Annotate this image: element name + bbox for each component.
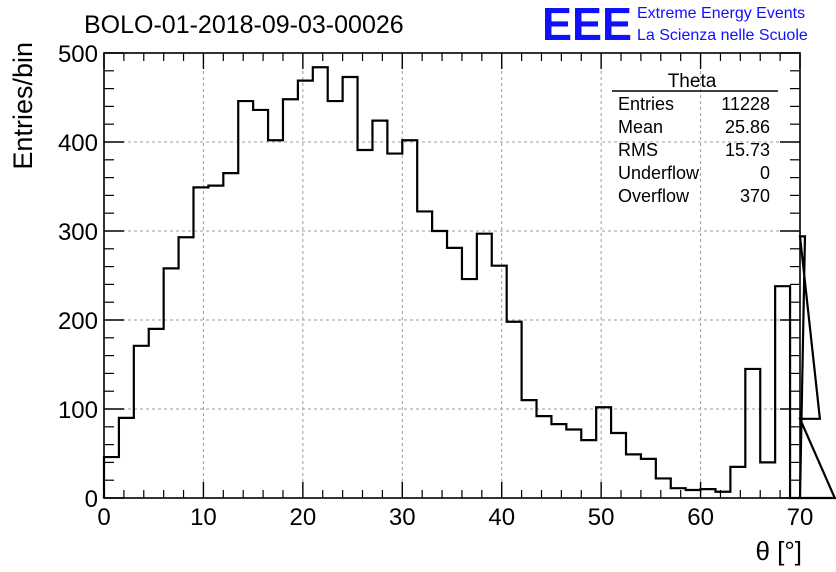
x-tick-label: 40 xyxy=(488,504,515,531)
y-tick-label: 200 xyxy=(58,308,98,335)
y-tick-label: 300 xyxy=(58,219,98,246)
stats-label: RMS xyxy=(618,140,658,160)
eee-logo: EEE Extreme Energy Events La Scienza nel… xyxy=(542,0,808,50)
x-tick-label: 0 xyxy=(97,504,110,531)
tick-labels: 0 10 20 30 40 50 60 70 0 100 200 300 400 500 xyxy=(58,41,813,531)
stats-box-title: Theta xyxy=(668,71,717,92)
stats-rows: Entries 11228 Mean 25.86 RMS 15.73 Underflow 0 O… xyxy=(618,94,770,206)
y-tick-label: 500 xyxy=(58,41,98,68)
chart-title: BOLO-01-2018-09-03-00026 xyxy=(84,11,404,39)
stats-label: Underflow xyxy=(618,163,700,183)
x-tick-label: 50 xyxy=(588,504,615,531)
stats-value: 15.73 xyxy=(725,140,770,160)
stats-value: 25.86 xyxy=(725,117,770,137)
x-tick-label: 10 xyxy=(190,504,217,531)
stats-value: 370 xyxy=(740,186,770,206)
stats-value: 11228 xyxy=(721,94,770,114)
x-tick-label: 20 xyxy=(290,504,317,531)
eee-logo-line2: La Scienza nelle Scuole xyxy=(637,27,808,44)
plot-frame xyxy=(103,52,801,499)
x-axis-label: θ [°] xyxy=(755,536,802,566)
eee-logo-mark: EEE xyxy=(542,0,632,50)
x-tick-label: 60 xyxy=(687,504,714,531)
stats-label: Entries xyxy=(618,94,674,114)
stats-value: 0 xyxy=(760,163,770,183)
x-tick-label: 30 xyxy=(389,504,416,531)
grid xyxy=(104,53,800,498)
y-tick-label: 100 xyxy=(58,397,98,424)
axis-ticks xyxy=(103,52,801,499)
y-tick-label: 400 xyxy=(58,130,98,157)
stats-label: Overflow xyxy=(618,186,690,206)
y-tick-label: 0 xyxy=(85,486,98,513)
stats-label: Mean xyxy=(618,117,663,137)
stats-box: Theta Entries 11228 Mean 25.86 RMS 15.73 Under… xyxy=(612,71,778,206)
x-tick-label: 70 xyxy=(787,504,814,531)
eee-logo-line1: Extreme Energy Events xyxy=(637,5,805,22)
y-axis-label: Entries/bin xyxy=(8,42,38,170)
